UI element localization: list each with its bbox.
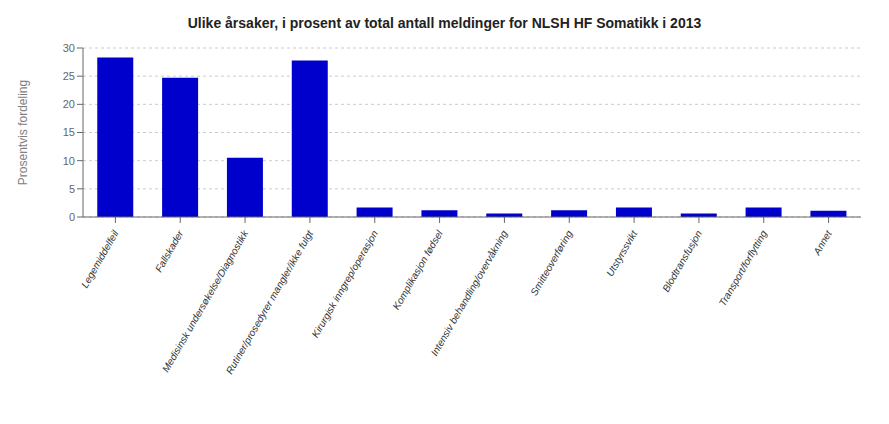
svg-text:0: 0 [69, 211, 75, 223]
svg-text:Kirurgisk inngrep/operasjon: Kirurgisk inngrep/operasjon [310, 228, 381, 339]
svg-text:Transport/forflytting: Transport/forflytting [717, 228, 769, 308]
html-text:Ulike årsaker, i prosent av to: Ulike årsaker, i prosent av total antall… [187, 15, 702, 31]
svg-text:Rutiner/prosedyrer mangler/ikk: Rutiner/prosedyrer mangler/ikke fulgt [224, 227, 316, 376]
svg-text:Smitteoverføring: Smitteoverføring [528, 228, 574, 297]
svg-text:Utstyrssvikt: Utstyrssvikt [604, 227, 640, 278]
svg-text:15: 15 [63, 126, 75, 138]
svg-text:Legemiddelfeil: Legemiddelfeil [79, 228, 121, 290]
svg-text:Blodtransfusjon: Blodtransfusjon [660, 228, 704, 294]
svg-text:Annet: Annet [811, 227, 835, 257]
svg-text:Fallskader: Fallskader [153, 228, 186, 274]
svg-text:10: 10 [63, 155, 75, 167]
svg-text:Intensiv behandling/overvåknin: Intensiv behandling/overvåkning [429, 228, 510, 358]
svg-text:Komplikasjon fødsel: Komplikasjon fødsel [391, 228, 446, 312]
svg-text:20: 20 [63, 98, 75, 110]
svg-text:Medisinsk undersøkelse/Diagnos: Medisinsk undersøkelse/Diagnostikk [159, 228, 251, 375]
svg-text:30: 30 [63, 42, 75, 54]
svg-text:5: 5 [69, 183, 75, 195]
svg-text:25: 25 [63, 70, 75, 82]
svg-text:Prosentvis fordeling: Prosentvis fordeling [16, 80, 30, 185]
